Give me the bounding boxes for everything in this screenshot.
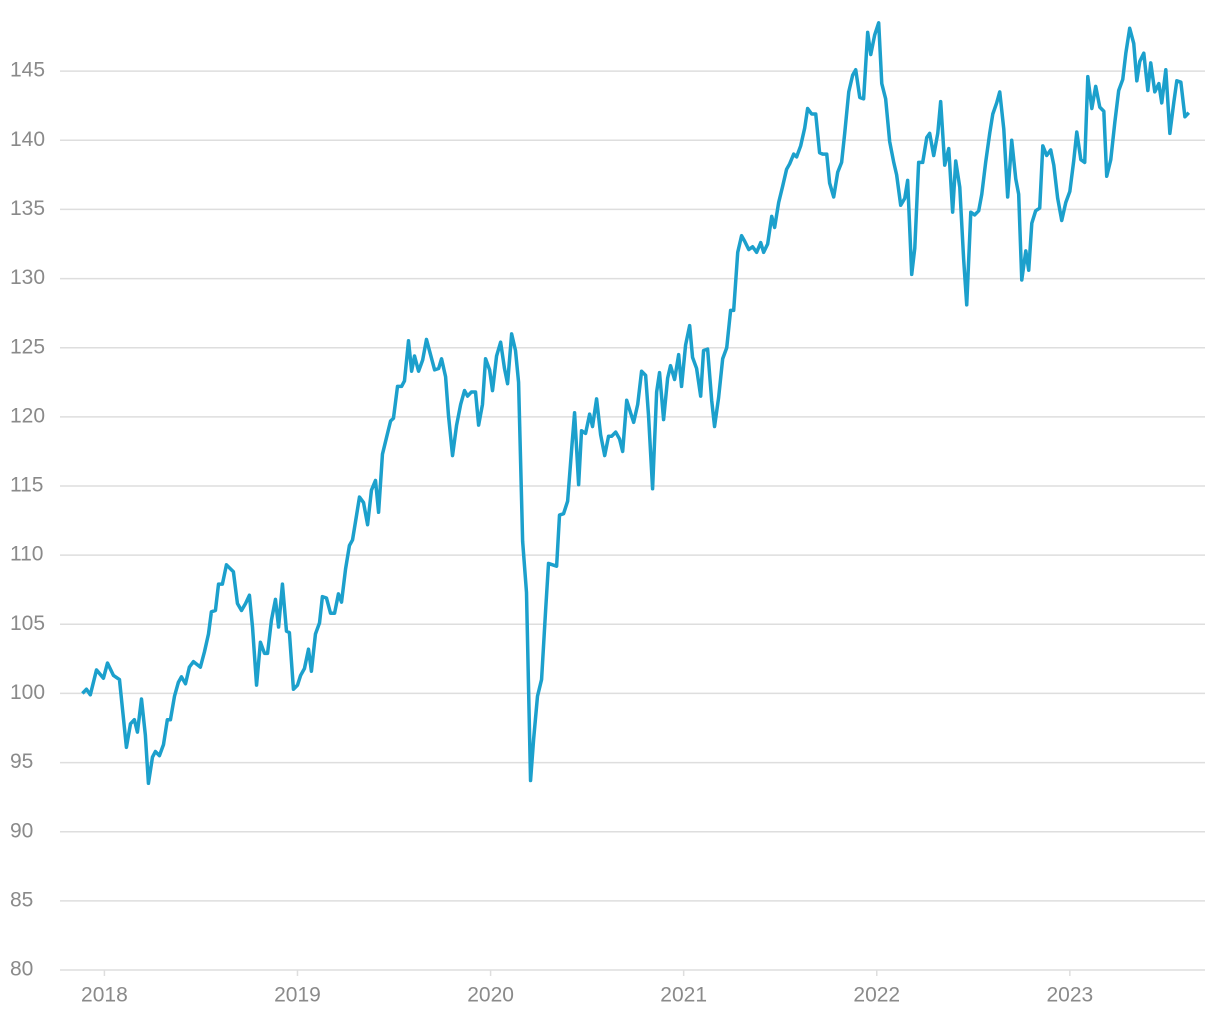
x-tick-label: 2020 [467, 984, 514, 1007]
line-series [81, 20, 1191, 786]
y-tick-label: 85 [10, 888, 33, 911]
y-tick-label: 130 [10, 266, 45, 289]
y-tick-label: 100 [10, 681, 45, 704]
y-tick-label: 145 [10, 59, 45, 82]
y-tick-label: 125 [10, 335, 45, 358]
x-tick-label: 2022 [853, 984, 900, 1007]
x-tick-label: 2021 [660, 984, 707, 1007]
y-tick-label: 120 [10, 404, 45, 427]
x-tick-label: 2018 [81, 984, 128, 1007]
x-tick-label: 2023 [1046, 984, 1093, 1007]
x-tick-label: 2019 [274, 984, 321, 1007]
y-tick-label: 140 [10, 128, 45, 151]
y-tick-label: 105 [10, 612, 45, 635]
y-tick-label: 115 [10, 474, 43, 497]
y-tick-label: 80 [10, 958, 33, 981]
y-tick-label: 135 [10, 197, 45, 220]
y-tick-label: 90 [10, 819, 33, 842]
y-tick-label: 95 [10, 750, 33, 773]
y-tick-label: 110 [10, 543, 43, 566]
